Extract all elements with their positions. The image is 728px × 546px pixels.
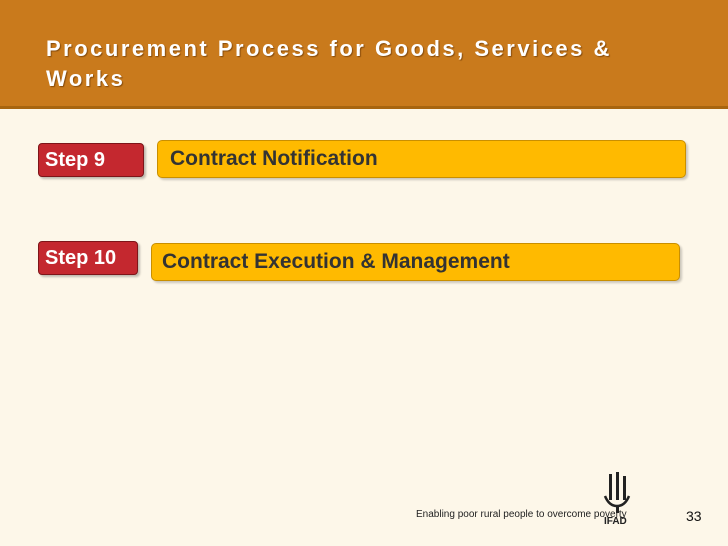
step-9-badge: Step 9 [38,143,144,177]
page-number: 33 [686,508,702,524]
step-10-badge: Step 10 [38,241,138,275]
step-10-label: Contract Execution & Management [162,250,510,273]
logo-text: IFAD [604,516,627,527]
slide-title: Procurement Process for Goods, Services … [46,36,612,91]
footer-tagline: Enabling poor rural people to overcome p… [416,509,627,520]
header-divider [0,106,728,109]
ifad-logo-icon [603,472,631,513]
step-9-bar: Contract Notification [157,140,686,178]
slide-header [0,0,728,106]
step-10-bar: Contract Execution & Management [151,243,680,281]
step-9-label: Contract Notification [170,147,378,170]
